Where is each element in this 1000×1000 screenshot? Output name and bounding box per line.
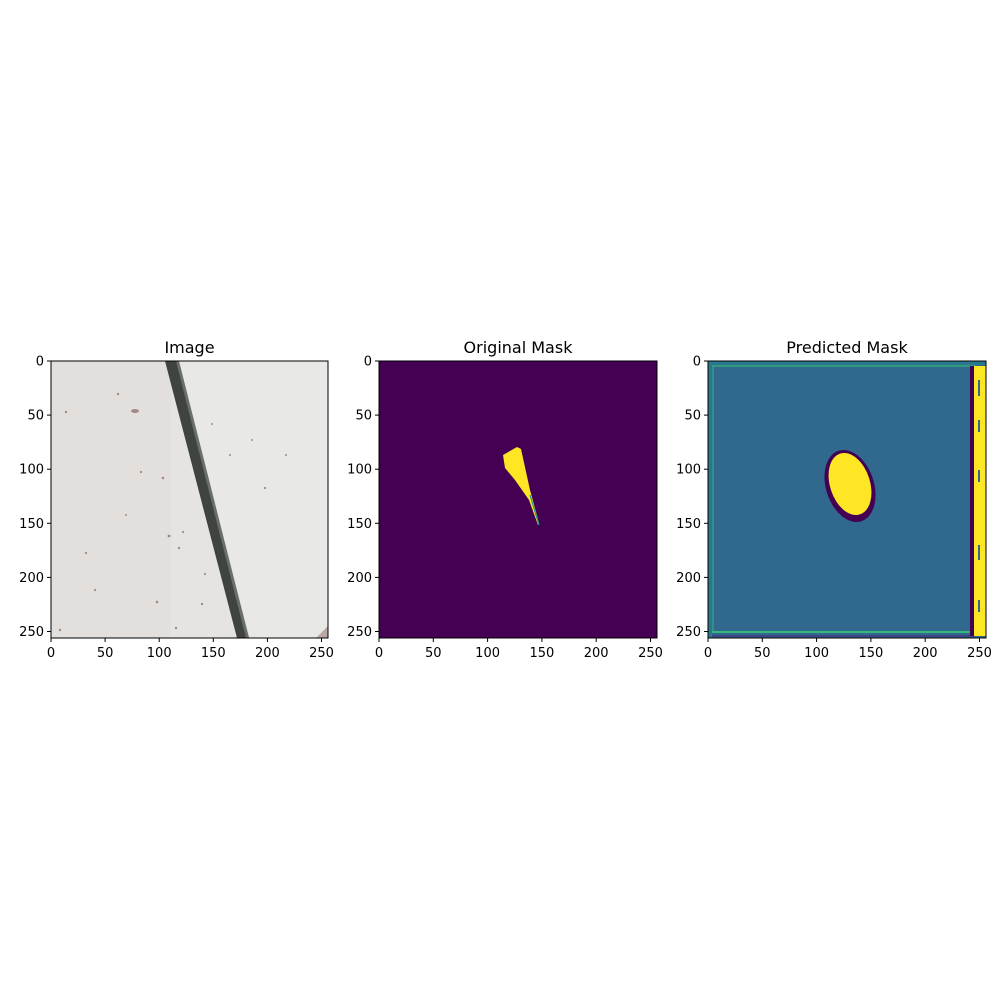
y-tick-label: 150 — [676, 517, 701, 532]
x-tick-label: 0 — [375, 646, 383, 661]
x-tick-label: 250 — [638, 646, 663, 661]
x-tick-label: 150 — [529, 646, 554, 661]
mask-top-band — [708, 361, 986, 365]
axes-frame — [50, 360, 329, 639]
x-tick-label: 200 — [255, 646, 280, 661]
y-tick-label: 200 — [347, 571, 372, 586]
y-tick-label: 150 — [347, 517, 372, 532]
mask-defect-edge — [529, 494, 540, 526]
mask-defect-region — [503, 447, 539, 525]
x-tick-label: 0 — [47, 646, 55, 661]
axes-frame — [707, 360, 987, 639]
x-tick-label: 50 — [425, 646, 442, 661]
y-tick-label: 200 — [19, 571, 44, 586]
x-tick-label: 50 — [97, 646, 114, 661]
x-tick-label: 150 — [858, 646, 883, 661]
y-tick-label: 200 — [676, 571, 701, 586]
photo-speckles — [58, 392, 287, 632]
panel-original-mask: Original Mask 0 50 100 150 200 25005010015020… — [347, 338, 663, 661]
x-tick-label: 100 — [147, 646, 172, 661]
mask-background — [379, 361, 657, 638]
photo-image — [51, 361, 328, 638]
y-tick-label: 50 — [27, 409, 44, 424]
x-tick-label: 250 — [967, 646, 992, 661]
axes-frame — [378, 360, 658, 639]
x-tick-label: 250 — [309, 646, 334, 661]
panel-predicted-mask: Predicted Mask 0 50 100 150 200 2500501001502… — [676, 338, 992, 661]
x-tick-label: 150 — [201, 646, 226, 661]
photo-slab-highlight — [176, 361, 249, 638]
x-tick-label: 200 — [584, 646, 609, 661]
x-tick-label: 50 — [754, 646, 771, 661]
y-tick-label: 100 — [676, 463, 701, 478]
y-tick-label: 0 — [693, 355, 701, 370]
x-tick-label: 100 — [475, 646, 500, 661]
photo-corner-shadow — [316, 626, 328, 638]
panel-title: Image — [164, 338, 214, 357]
predicted-mask-image — [708, 361, 986, 638]
y-tick-label: 100 — [19, 463, 44, 478]
y-tick-label: 250 — [19, 625, 44, 640]
y-tick-label: 250 — [347, 625, 372, 640]
photo-right-surface — [171, 361, 328, 638]
photo-left-surface — [51, 361, 171, 638]
x-tick-label: 0 — [704, 646, 712, 661]
x-tick-label: 200 — [913, 646, 938, 661]
y-tick-label: 50 — [684, 409, 701, 424]
y-tick-label: 250 — [676, 625, 701, 640]
y-tick-label: 50 — [355, 409, 372, 424]
y-tick-label: 0 — [36, 355, 44, 370]
original-mask-image — [379, 361, 657, 638]
x-tick-label: 100 — [804, 646, 829, 661]
panel-title: Original Mask — [464, 338, 574, 357]
y-tick-label: 150 — [19, 517, 44, 532]
mask-right-strip — [974, 366, 986, 636]
y-tick-label: 0 — [364, 355, 372, 370]
photo-dark-slab — [165, 361, 249, 638]
y-tick-label: 100 — [347, 463, 372, 478]
mask-defect-region — [828, 452, 872, 516]
mask-left-band — [708, 361, 712, 638]
panel-title: Predicted Mask — [786, 338, 908, 357]
